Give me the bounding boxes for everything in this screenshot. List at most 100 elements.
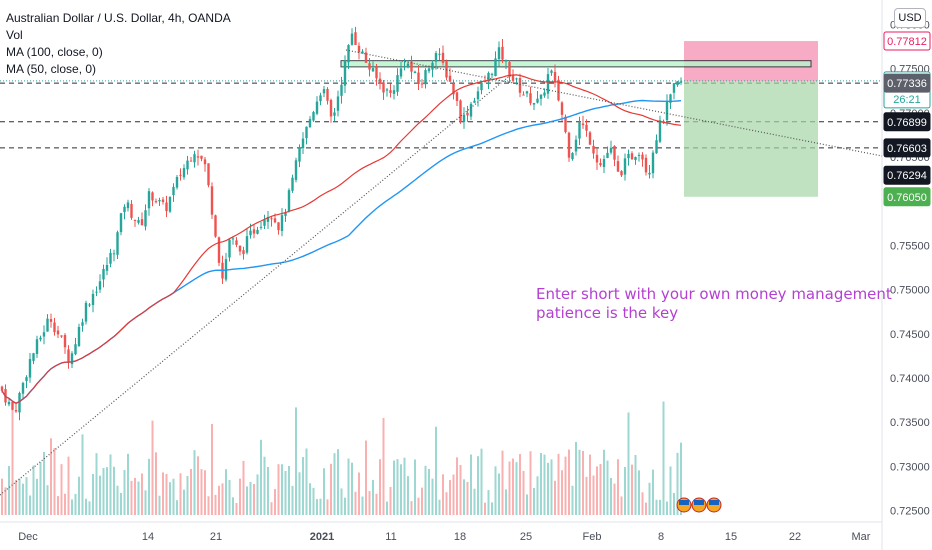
volume-bar: [64, 493, 66, 515]
candle-body: [364, 52, 368, 63]
volume-indicator-label[interactable]: Vol: [6, 28, 23, 42]
time-tick-label: 14: [142, 531, 154, 543]
volume-bar: [620, 496, 623, 515]
volume-bar: [134, 477, 136, 515]
candle-body: [14, 410, 18, 412]
candle-body: [602, 158, 606, 167]
candle-body: [385, 89, 389, 91]
candle-body: [599, 163, 602, 166]
candle-body: [242, 250, 245, 255]
volume-bar: [435, 426, 437, 515]
candle-body: [119, 213, 123, 233]
volume-bar: [561, 470, 563, 515]
candle-body: [224, 259, 228, 280]
volume-bar: [351, 462, 353, 515]
candle-body: [158, 199, 161, 202]
candle-body: [532, 102, 536, 105]
volume-bar: [225, 469, 227, 515]
candle-body: [560, 102, 564, 115]
volume-bar: [414, 459, 416, 515]
volume-bar: [197, 456, 199, 515]
volume-bar: [473, 488, 476, 515]
candle-body: [410, 61, 413, 72]
candle-body: [399, 68, 403, 77]
candle-body: [539, 94, 543, 99]
ma50-indicator-label[interactable]: MA (50, close, 0): [6, 62, 97, 76]
volume-bar: [603, 449, 605, 515]
volume-bar: [305, 448, 308, 515]
price-badge-box: [883, 73, 931, 93]
price-badge-box: [883, 31, 931, 51]
candle-body: [609, 147, 613, 153]
candle-body: [207, 163, 210, 186]
volume-bar: [617, 459, 619, 515]
candle-body: [578, 122, 581, 139]
volume-bar: [403, 457, 406, 515]
chart-legend: Australian Dollar / U.S. Dollar, 4h, OAN…: [6, 10, 231, 78]
event-markers: [676, 497, 722, 513]
candle-body: [557, 79, 560, 101]
candle-body: [88, 304, 91, 306]
candle-body: [270, 218, 273, 220]
volume-bar: [319, 498, 322, 515]
volume-bar: [463, 479, 465, 515]
ma100-indicator-label[interactable]: MA (100, close, 0): [6, 45, 103, 59]
volume-bar: [172, 478, 175, 515]
candle-body: [340, 84, 343, 96]
candle-body: [25, 377, 28, 382]
candle-body: [438, 53, 441, 55]
candle-body: [277, 222, 280, 231]
volume-bar: [130, 480, 133, 515]
price-tick-label: 0.74500: [890, 329, 930, 341]
candle-body: [641, 154, 644, 160]
candle-body: [130, 203, 133, 218]
resistance-zone-box: [340, 60, 812, 68]
volume-bar: [361, 496, 364, 515]
candle-body: [672, 83, 676, 93]
volume-bar: [613, 483, 616, 515]
candle-body: [651, 152, 655, 174]
volume-bar: [39, 462, 42, 515]
candle-body: [175, 176, 179, 188]
candle-body: [406, 63, 410, 68]
descending-trendline: [345, 49, 883, 157]
candle-body: [413, 71, 417, 74]
volume-bar: [288, 465, 290, 515]
candle-body: [214, 215, 217, 237]
volume-bar: [669, 466, 672, 515]
volume-bar: [477, 456, 479, 515]
candle-body: [319, 95, 322, 102]
rising-trendline: [0, 73, 513, 496]
candle-body: [441, 52, 445, 63]
volume-bar: [407, 476, 409, 515]
volume-bar: [151, 420, 154, 515]
candle-body: [382, 82, 385, 93]
volume-bar: [29, 495, 31, 515]
candle-body: [343, 60, 347, 86]
candle-body: [91, 293, 95, 306]
price-badge: 26:21: [883, 89, 931, 109]
volume-bar: [179, 473, 182, 515]
candle-body: [637, 154, 641, 156]
volume-bar: [25, 477, 28, 515]
candle-body: [308, 119, 312, 127]
candle-body: [588, 132, 592, 145]
candle-body: [81, 322, 84, 326]
candle-body: [256, 229, 259, 234]
candle-body: [249, 230, 252, 236]
volume-bar: [484, 502, 486, 515]
volume-bar: [127, 453, 129, 515]
price-badge-label: 0.77812: [887, 36, 927, 48]
candle-body: [567, 132, 571, 158]
volume-bar: [32, 465, 35, 515]
symbol-title[interactable]: Australian Dollar / U.S. Dollar, 4h, OAN…: [6, 11, 231, 25]
currency-button[interactable]: USD: [894, 8, 926, 28]
time-tick-label: 2021: [310, 531, 334, 543]
candle-body: [476, 91, 480, 100]
event-flag-icon: [709, 500, 719, 505]
volume-bar: [487, 490, 490, 515]
candle-body: [287, 190, 291, 212]
candle-body: [238, 245, 242, 252]
candle-body: [49, 319, 53, 322]
